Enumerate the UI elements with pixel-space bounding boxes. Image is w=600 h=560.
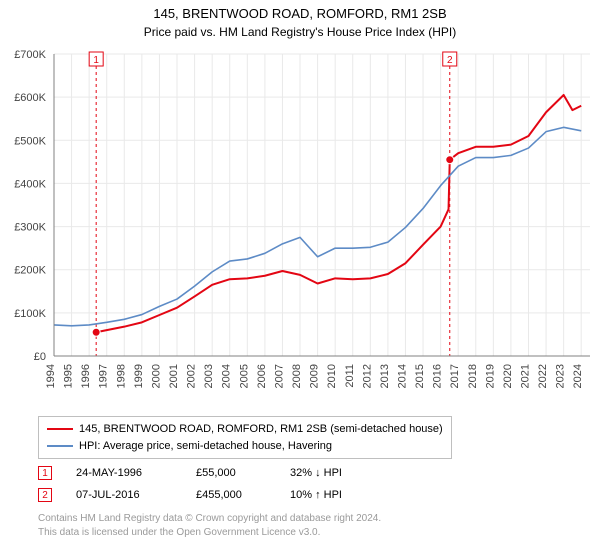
svg-text:1997: 1997 (98, 364, 110, 388)
svg-text:2015: 2015 (414, 364, 426, 388)
svg-text:2008: 2008 (291, 364, 303, 388)
table-row: 1 24-MAY-1996 £55,000 32% ↓ HPI (38, 462, 380, 484)
svg-text:£700K: £700K (14, 49, 46, 61)
svg-text:2005: 2005 (238, 364, 250, 388)
svg-text:2022: 2022 (537, 364, 549, 388)
svg-text:2020: 2020 (502, 364, 514, 388)
page-title: 145, BRENTWOOD ROAD, ROMFORD, RM1 2SB (0, 0, 600, 23)
svg-text:1996: 1996 (80, 364, 92, 388)
svg-text:2023: 2023 (555, 364, 567, 388)
svg-text:2001: 2001 (168, 364, 180, 388)
footer-line-1: Contains HM Land Registry data © Crown c… (38, 512, 381, 526)
transaction-marker: 2 (38, 488, 52, 502)
svg-text:2021: 2021 (519, 364, 531, 388)
transactions-table: 1 24-MAY-1996 £55,000 32% ↓ HPI 2 07-JUL-2016… (38, 462, 380, 506)
svg-text:2011: 2011 (344, 364, 356, 388)
svg-text:£100K: £100K (14, 308, 46, 320)
svg-text:2: 2 (447, 55, 453, 66)
legend-swatch (47, 445, 73, 447)
svg-text:2019: 2019 (484, 364, 496, 388)
legend-label: HPI: Average price, semi-detached house,… (79, 438, 332, 455)
transaction-price: £55,000 (196, 467, 266, 479)
svg-text:2002: 2002 (186, 364, 198, 388)
svg-text:£200K: £200K (14, 265, 46, 277)
svg-text:2013: 2013 (379, 364, 391, 388)
transaction-marker: 1 (38, 466, 52, 480)
svg-text:£300K: £300K (14, 222, 46, 234)
svg-text:2014: 2014 (396, 364, 408, 388)
svg-text:£0: £0 (34, 351, 46, 363)
svg-text:2010: 2010 (326, 364, 338, 388)
transaction-diff: 10% ↑ HPI (290, 489, 380, 501)
transaction-date: 07-JUL-2016 (76, 489, 172, 501)
transaction-price: £455,000 (196, 489, 266, 501)
legend: 145, BRENTWOOD ROAD, ROMFORD, RM1 2SB (s… (38, 416, 452, 459)
footer-line-2: This data is licensed under the Open Gov… (38, 526, 381, 540)
svg-text:2000: 2000 (150, 364, 162, 388)
svg-text:1994: 1994 (45, 364, 57, 388)
svg-text:£600K: £600K (14, 92, 46, 104)
footer-attribution: Contains HM Land Registry data © Crown c… (38, 512, 381, 539)
svg-text:2003: 2003 (203, 364, 215, 388)
svg-text:1999: 1999 (133, 364, 145, 388)
svg-text:£400K: £400K (14, 178, 46, 190)
svg-text:1: 1 (93, 55, 99, 66)
svg-text:2017: 2017 (449, 364, 461, 388)
chart: £0 £100K £200K £300K £400K £500K £600K £700K 199… (0, 44, 600, 404)
svg-text:2018: 2018 (467, 364, 479, 388)
svg-text:2024: 2024 (572, 364, 584, 388)
legend-swatch (47, 428, 73, 430)
transaction-date: 24-MAY-1996 (76, 467, 172, 479)
svg-text:2009: 2009 (309, 364, 321, 388)
page-subtitle: Price paid vs. HM Land Registry's House … (0, 23, 600, 39)
table-row: 2 07-JUL-2016 £455,000 10% ↑ HPI (38, 484, 380, 506)
svg-text:1998: 1998 (115, 364, 127, 388)
svg-text:£500K: £500K (14, 135, 46, 147)
svg-text:2006: 2006 (256, 364, 268, 388)
legend-item: 145, BRENTWOOD ROAD, ROMFORD, RM1 2SB (s… (47, 421, 443, 438)
svg-text:2016: 2016 (432, 364, 444, 388)
transaction-diff: 32% ↓ HPI (290, 467, 380, 479)
svg-text:1995: 1995 (63, 364, 75, 388)
svg-text:2012: 2012 (361, 364, 373, 388)
svg-text:2007: 2007 (273, 364, 285, 388)
legend-item: HPI: Average price, semi-detached house,… (47, 438, 443, 455)
legend-label: 145, BRENTWOOD ROAD, ROMFORD, RM1 2SB (s… (79, 421, 443, 438)
svg-text:2004: 2004 (221, 364, 233, 388)
